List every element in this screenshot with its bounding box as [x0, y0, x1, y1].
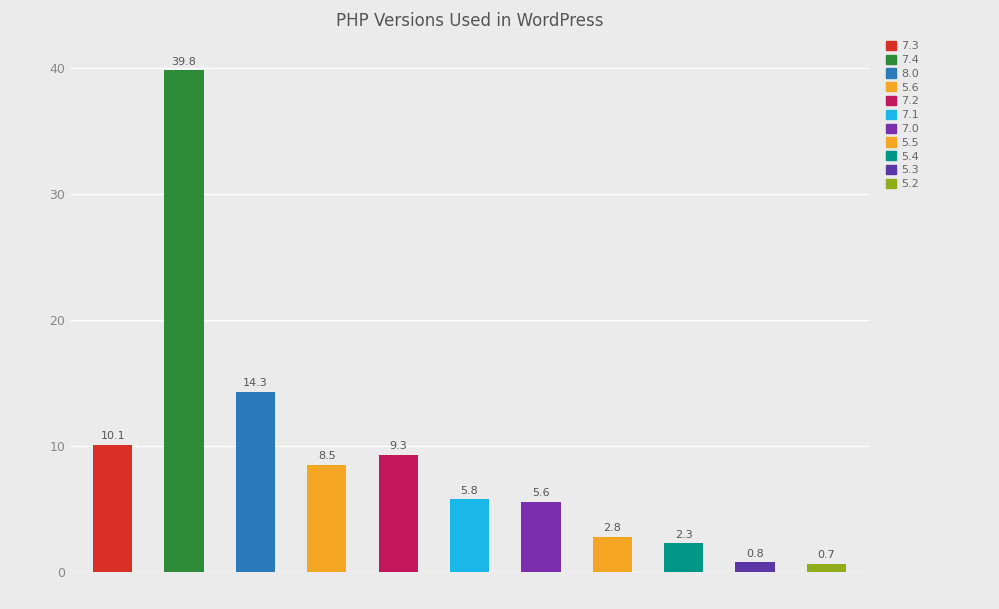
Text: 2.3: 2.3 — [674, 530, 692, 540]
Bar — [664, 543, 703, 572]
Text: 8.5: 8.5 — [318, 451, 336, 462]
Text: 9.3: 9.3 — [390, 442, 407, 451]
Text: 5.6: 5.6 — [532, 488, 549, 498]
Text: 0.7: 0.7 — [817, 550, 835, 560]
Bar — [93, 445, 132, 572]
Legend: 7.3, 7.4, 8.0, 5.6, 7.2, 7.1, 7.0, 5.5, 5.4, 5.3, 5.2: 7.3, 7.4, 8.0, 5.6, 7.2, 7.1, 7.0, 5.5, … — [883, 38, 923, 192]
Text: 10.1: 10.1 — [101, 431, 125, 442]
Bar — [308, 465, 347, 572]
Bar — [735, 562, 774, 572]
Bar — [592, 537, 631, 572]
Text: 14.3: 14.3 — [243, 378, 268, 389]
Bar — [165, 71, 204, 572]
Text: 5.8: 5.8 — [461, 485, 479, 496]
Text: 0.8: 0.8 — [746, 549, 764, 558]
Text: 39.8: 39.8 — [172, 57, 197, 66]
Bar — [450, 499, 490, 572]
Bar — [807, 564, 846, 572]
Text: 2.8: 2.8 — [603, 523, 621, 533]
Bar — [521, 502, 560, 572]
Bar — [379, 455, 418, 572]
Title: PHP Versions Used in WordPress: PHP Versions Used in WordPress — [336, 12, 603, 30]
Bar — [236, 392, 275, 572]
